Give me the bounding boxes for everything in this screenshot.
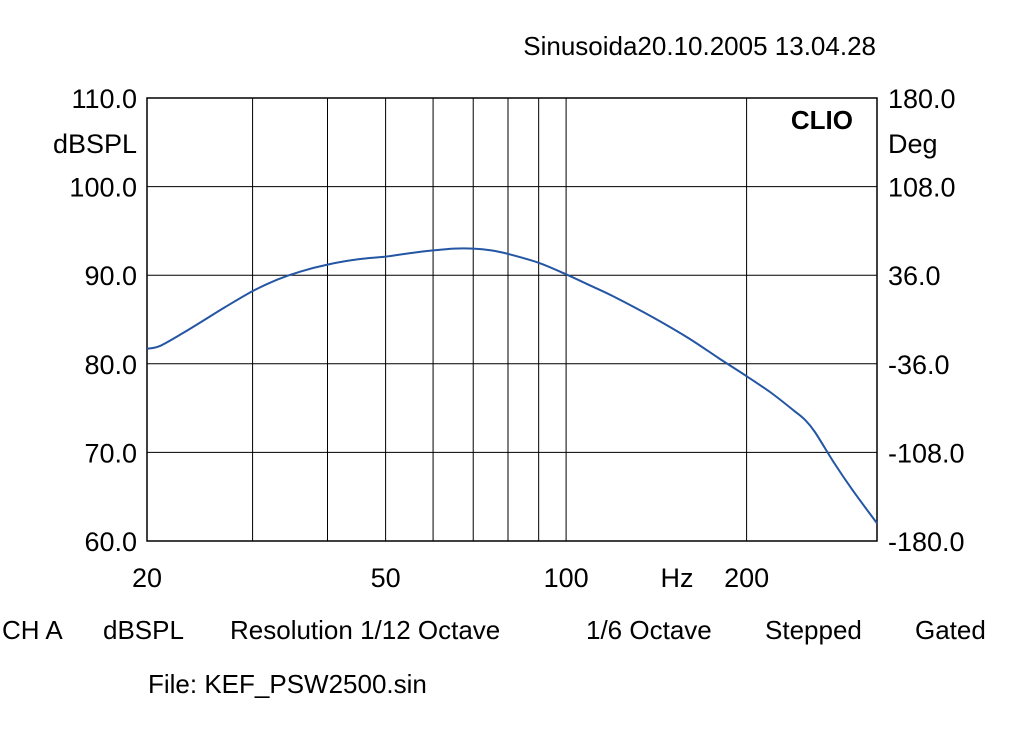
- footer-mode: Stepped: [765, 615, 862, 645]
- x-tick-label: 20: [132, 563, 162, 593]
- x-axis-unit-label: Hz: [661, 563, 694, 593]
- left-y-tick-label: 100.0: [69, 173, 137, 203]
- left-y-axis: 60.0 70.0 80.0 90.0 100.0 110.0: [69, 84, 137, 557]
- plot-frame: [146, 97, 878, 542]
- right-y-tick-label: -108.0: [888, 438, 965, 468]
- left-y-tick-label: 70.0: [84, 438, 137, 468]
- right-y-tick-label: 108.0: [888, 173, 956, 203]
- x-tick-label: 200: [724, 563, 769, 593]
- x-tick-label: 100: [544, 563, 589, 593]
- left-y-tick-label: 110.0: [71, 84, 137, 114]
- chart-title: Sinusoida20.10.2005 13.04.28: [523, 31, 876, 61]
- right-y-axis: -180.0 -108.0 -36.0 36.0 108.0 180.0: [888, 84, 965, 557]
- right-y-tick-label: -36.0: [888, 350, 950, 380]
- footer-file: File: KEF_PSW2500.sin: [148, 669, 427, 699]
- footer-gating: Gated: [915, 615, 986, 645]
- left-y-tick-label: 60.0: [84, 527, 137, 557]
- footer-channel: CH A: [2, 615, 63, 645]
- right-y-tick-label: 180.0: [888, 84, 956, 114]
- left-y-tick-label: 90.0: [84, 261, 137, 291]
- left-y-tick-label: 80.0: [84, 350, 137, 380]
- series-group: [146, 247, 878, 524]
- right-y-tick-label: 36.0: [888, 261, 941, 291]
- clio-brand-label: CLIO: [791, 105, 853, 135]
- x-tick-label: 50: [371, 563, 401, 593]
- left-y-axis-label: dBSPL: [53, 129, 137, 159]
- right-y-tick-label: -180.0: [888, 527, 965, 557]
- footer-smoothing: 1/6 Octave: [586, 615, 712, 645]
- footer-resolution: Resolution 1/12 Octave: [230, 615, 501, 645]
- right-y-axis-label: Deg: [888, 129, 938, 159]
- footer-unit: dBSPL: [103, 615, 184, 645]
- x-axis: 20 50 100 200: [132, 563, 769, 593]
- spl-response-line: [146, 247, 878, 524]
- plot-grid: [146, 97, 878, 542]
